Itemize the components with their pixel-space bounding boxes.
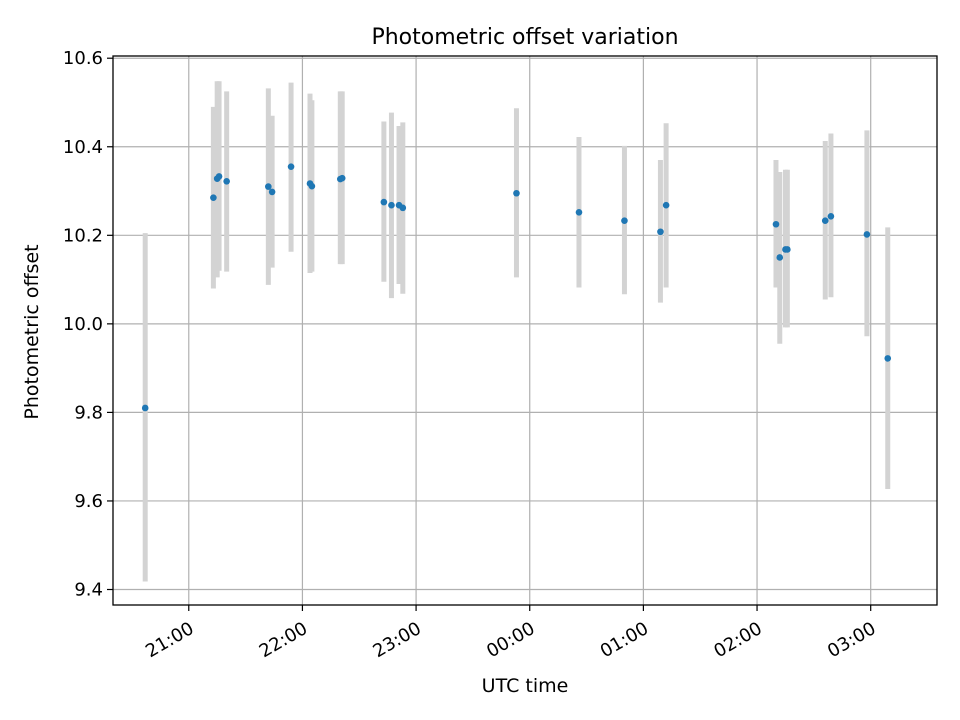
data-point [863,231,871,238]
data-point [776,254,784,261]
data-point [141,404,149,412]
data-points [141,163,892,412]
x-axis-label: UTC time [482,675,569,697]
y-tick-label: 9.8 [74,402,103,423]
data-point [210,194,217,201]
data-point [575,208,583,216]
data-point [223,177,230,185]
data-point [265,183,272,190]
data-point [784,246,791,253]
data-point [308,182,316,190]
y-tick-label: 10.2 [63,225,103,246]
y-tick-label: 9.6 [74,491,103,512]
data-point [662,201,670,209]
y-tick-label: 10.6 [63,48,103,69]
data-point [772,220,780,228]
y-tick-label: 9.4 [74,580,103,601]
data-point [399,204,407,212]
grid-lines [113,56,937,605]
y-tick-label: 10.0 [63,314,103,335]
chart-title: Photometric offset variation [371,25,678,50]
data-point [268,188,276,196]
data-point [388,201,395,209]
plot-frame [112,55,938,606]
data-point [338,174,346,182]
data-point [884,355,892,362]
data-point [657,228,664,236]
data-point [513,189,520,197]
data-point [821,217,829,224]
data-point [287,163,295,170]
data-point [621,217,628,224]
data-point [215,173,223,180]
y-axis-label: Photometric offset [21,244,43,419]
y-tick-label: 10.4 [63,137,103,158]
data-point [380,198,388,206]
data-point [827,212,835,220]
